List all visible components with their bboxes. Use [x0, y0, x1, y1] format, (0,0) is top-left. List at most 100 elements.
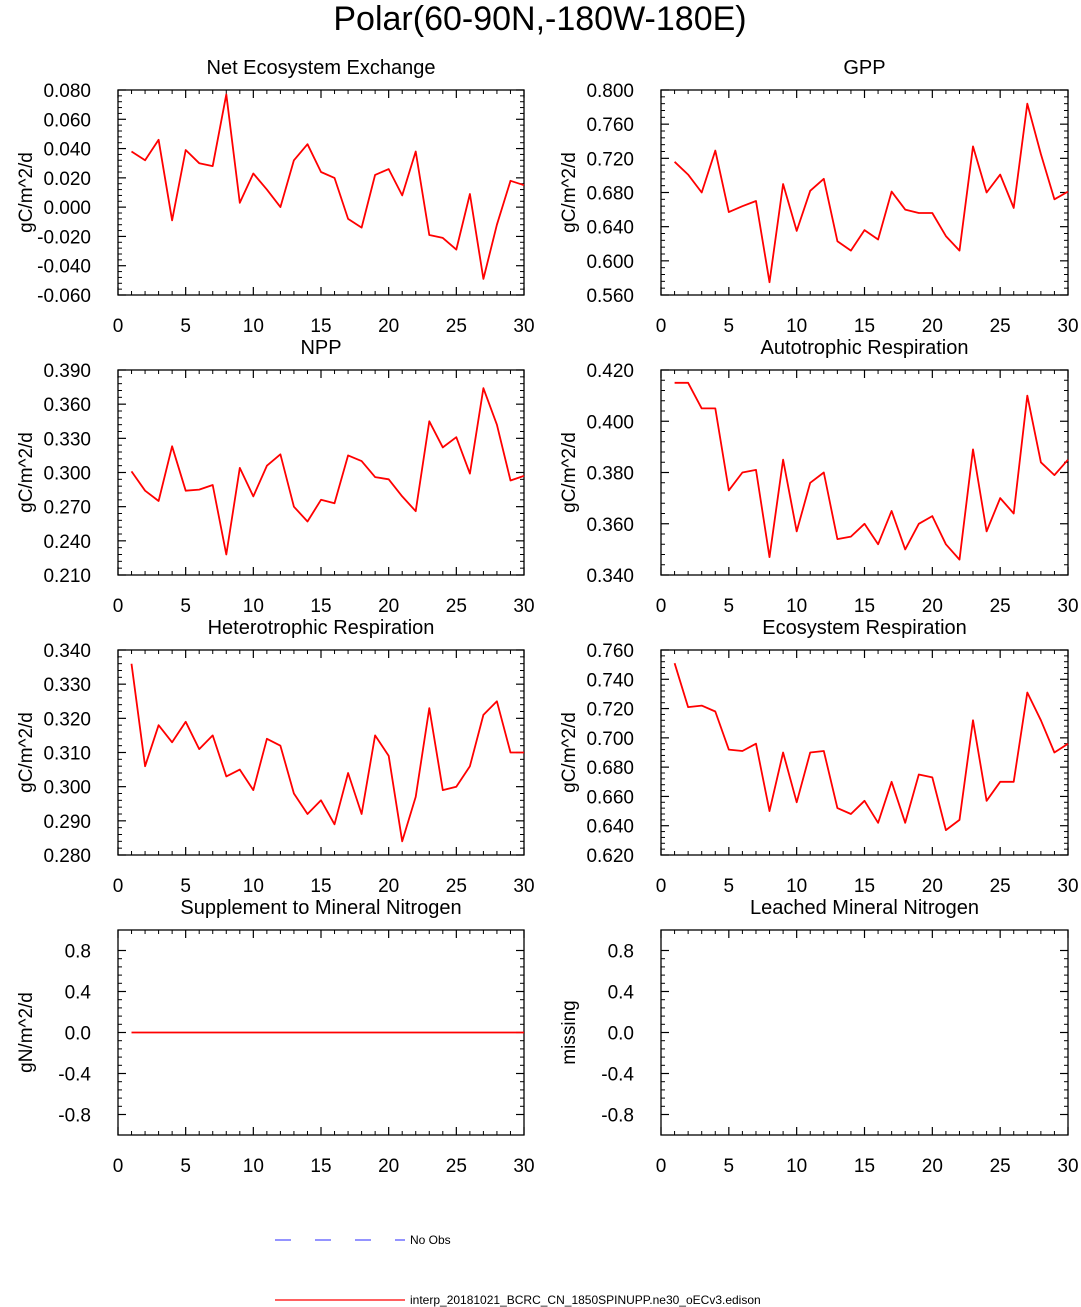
x-tick-label: 10 [786, 596, 807, 617]
panel: Autotrophic Respiration gC/m^2/d 0 5 10 15 20 2… [559, 337, 1079, 617]
y-tick-label: 0.8 [65, 942, 91, 963]
panel-title: Ecosystem Respiration [762, 617, 967, 639]
y-tick-label: 0.760 [586, 115, 634, 136]
y-tick-label: 0.320 [43, 709, 91, 730]
x-tick-label: 15 [310, 1156, 331, 1177]
y-tick-label: 0.290 [43, 812, 91, 833]
panel: Net Ecosystem Exchange gC/m^2/d 0 5 10 15 20 25… [16, 57, 535, 337]
x-tick-label: 15 [310, 876, 331, 897]
series-line [674, 381, 1069, 561]
x-tick-label: 20 [922, 876, 943, 897]
y-tick-label: 0.0 [65, 1024, 91, 1045]
y-tick-label: 0.270 [43, 498, 91, 519]
y-tick-label: 0.640 [586, 218, 634, 239]
x-tick-label: 20 [922, 596, 943, 617]
legend-model-label: interp_20181021_BCRC_CN_1850SPINUPP.ne30… [410, 1293, 761, 1307]
x-tick-label: 30 [513, 876, 534, 897]
panel: GPP gC/m^2/d 0 5 10 15 20 25 30 0.560 0.600 0.640 0.… [559, 57, 1079, 337]
x-tick-label: 15 [310, 316, 331, 337]
figure-title: Polar(60-90N,-180W-180E) [333, 0, 746, 38]
x-tick-label: 25 [990, 876, 1011, 897]
y-tick-label: 0.760 [586, 641, 634, 662]
y-tick-label: 0.720 [586, 149, 634, 170]
y-tick-label: 0.620 [586, 846, 634, 867]
x-tick-label: 0 [656, 1156, 667, 1177]
y-tick-label: 0.340 [586, 566, 634, 587]
x-tick-label: 0 [656, 596, 667, 617]
x-tick-label: 25 [990, 1156, 1011, 1177]
y-axis-label: gC/m^2/d [16, 432, 37, 513]
plot-frame [660, 369, 1069, 576]
y-axis-label: gC/m^2/d [559, 712, 580, 793]
y-tick-label: 0.310 [43, 744, 91, 765]
x-tick-label: 5 [180, 596, 191, 617]
x-tick-label: 25 [446, 1156, 467, 1177]
panel: Heterotrophic Respiration gC/m^2/d 0 5 10 15 2… [16, 617, 535, 897]
y-tick-label: 0.400 [586, 412, 634, 433]
x-tick-label: 0 [113, 1156, 124, 1177]
y-tick-label: -0.8 [601, 1106, 634, 1127]
y-axis-label: gC/m^2/d [16, 712, 37, 793]
plot-frame [660, 929, 1069, 1136]
panel: Leached Mineral Nitrogen missing 0 5 10 15 20 2… [559, 897, 1079, 1177]
x-tick-label: 5 [180, 316, 191, 337]
y-tick-label: 0.020 [43, 169, 91, 190]
x-tick-label: 30 [1057, 596, 1078, 617]
x-tick-label: 10 [243, 876, 264, 897]
x-tick-label: 5 [724, 596, 735, 617]
y-axis-label: missing [559, 1000, 580, 1064]
x-tick-label: 25 [446, 596, 467, 617]
y-tick-label: 0.340 [43, 641, 91, 662]
y-tick-label: 0.080 [43, 81, 91, 102]
panel-title: Autotrophic Respiration [761, 337, 969, 359]
panel-title: Heterotrophic Respiration [208, 617, 435, 639]
y-tick-label: 0.700 [586, 729, 634, 750]
x-tick-label: 5 [180, 876, 191, 897]
y-tick-label: -0.040 [37, 257, 91, 278]
x-tick-label: 0 [656, 316, 667, 337]
y-axis-label: gC/m^2/d [16, 152, 37, 233]
y-tick-label: 0.4 [608, 983, 635, 1004]
x-tick-label: 20 [378, 596, 399, 617]
x-tick-label: 10 [786, 876, 807, 897]
y-tick-label: 0.300 [43, 778, 91, 799]
y-tick-label: 0.390 [43, 361, 91, 382]
y-tick-label: 0.640 [586, 817, 634, 838]
y-axis-label: gN/m^2/d [16, 992, 37, 1073]
y-tick-label: 0.8 [608, 942, 634, 963]
series-line [673, 662, 1069, 831]
x-tick-label: 30 [513, 1156, 534, 1177]
y-tick-label: 0.680 [586, 758, 634, 779]
x-tick-label: 0 [113, 316, 124, 337]
x-tick-label: 0 [656, 876, 667, 897]
legend: No Obs interp_20181021_BCRC_CN_1850SPINU… [275, 1233, 761, 1307]
x-tick-label: 20 [922, 1156, 943, 1177]
x-tick-label: 5 [724, 316, 735, 337]
y-tick-label: 0.720 [586, 700, 634, 721]
series-line [131, 93, 525, 280]
x-tick-label: 15 [854, 1156, 875, 1177]
x-tick-label: 20 [922, 316, 943, 337]
x-tick-label: 10 [243, 596, 264, 617]
x-tick-label: 15 [854, 876, 875, 897]
y-tick-label: -0.020 [37, 227, 91, 248]
y-tick-label: 0.660 [586, 787, 634, 808]
x-tick-label: 20 [378, 876, 399, 897]
x-tick-label: 15 [854, 596, 875, 617]
x-tick-label: 30 [513, 316, 534, 337]
y-axis-label: gC/m^2/d [559, 152, 580, 233]
y-tick-label: 0.800 [586, 81, 634, 102]
plot-frame [660, 649, 1069, 856]
y-tick-label: 0.600 [586, 252, 634, 273]
x-tick-label: 0 [113, 596, 124, 617]
y-tick-label: 0.4 [65, 983, 92, 1004]
y-axis-label: gC/m^2/d [559, 432, 580, 513]
y-tick-label: 0.360 [586, 515, 634, 536]
y-tick-label: 0.280 [43, 846, 91, 867]
x-tick-label: 5 [180, 1156, 191, 1177]
panel: NPP gC/m^2/d 0 5 10 15 20 25 30 0.210 0.240 0.270 0.… [16, 337, 535, 617]
x-tick-label: 10 [243, 316, 264, 337]
panel-title: Net Ecosystem Exchange [207, 57, 436, 79]
x-tick-label: 30 [1057, 316, 1078, 337]
